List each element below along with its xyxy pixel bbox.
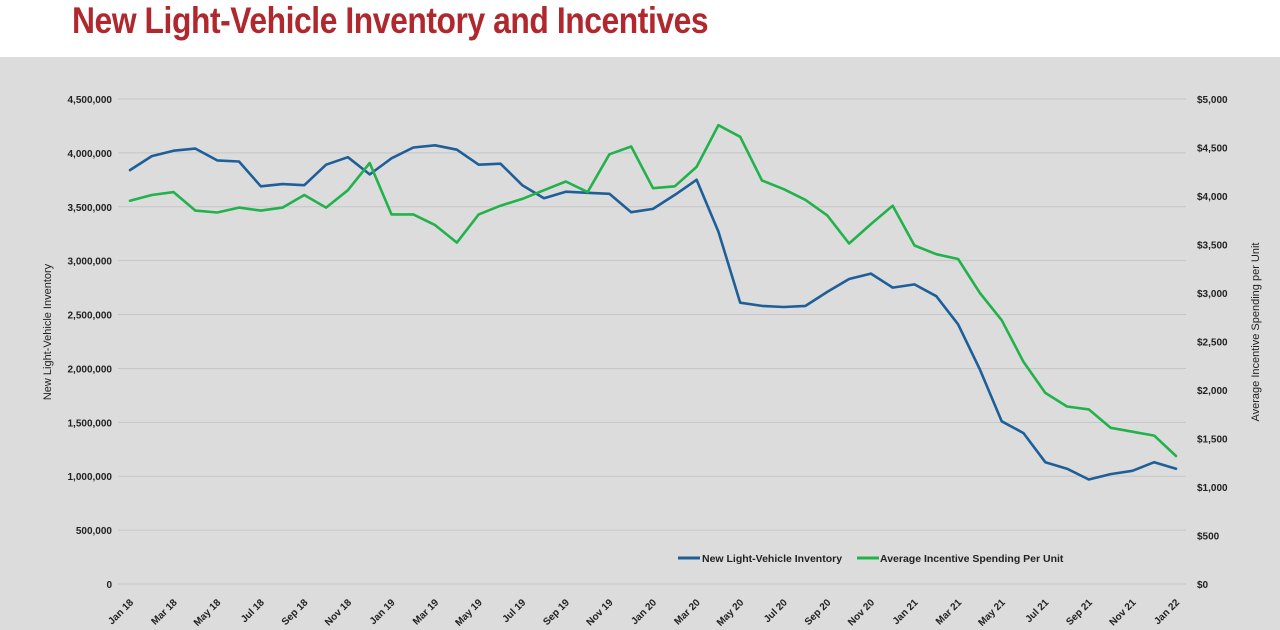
inventory-line [128,144,1178,481]
x-tick-label: Mar 19 [411,597,441,627]
x-tick-label: Jul 19 [501,597,529,625]
x-tick-label: Sep 18 [280,597,311,628]
right-tick-label: $500 [1197,532,1220,543]
x-tick-label: Nov 21 [1108,597,1139,628]
right-tick-label: $2,500 [1197,338,1228,349]
x-tick-label: Sep 19 [541,597,572,628]
x-tick-label: Mar 18 [150,597,180,627]
legend-label-incentive: Average Incentive Spending Per Unit [880,553,1064,565]
right-tick-label: $0 [1197,580,1209,591]
page-title: New Light-Vehicle Inventory and Incentiv… [72,0,709,41]
left-axis-title: New Light-Vehicle Inventory [42,263,54,400]
left-axis-ticks: 0 500,000 1,000,000 1,500,000 2,000,000 2,500… [68,95,113,591]
x-tick-label: Mar 20 [673,597,703,627]
gridlines [118,98,1186,585]
left-tick-label: 2,000,000 [68,364,113,375]
right-tick-label: $4,500 [1197,144,1228,155]
x-tick-label: May 18 [192,597,224,629]
left-tick-label: 2,500,000 [68,311,113,322]
right-tick-label: $1,000 [1197,483,1228,494]
x-tick-label: Nov 18 [323,597,354,628]
right-tick-label: $3,500 [1197,241,1228,252]
right-tick-label: $2,000 [1197,386,1228,397]
x-tick-label: May 19 [453,597,485,629]
left-tick-label: 500,000 [76,526,113,537]
right-tick-label: $4,000 [1197,192,1228,203]
right-tick-label: $1,500 [1197,435,1228,446]
left-tick-label: 3,500,000 [68,203,113,214]
x-axis-ticks: Jan 18 Mar 18 May 18 Jul 18 Sep 18 Nov 18 Jan … [106,597,1182,629]
series-lines [128,123,1178,481]
left-tick-label: 1,500,000 [68,418,113,429]
x-tick-label: Jul 20 [762,597,790,625]
incentive-line [128,123,1178,458]
x-tick-label: Jan 21 [891,597,921,627]
left-tick-label: 1,000,000 [68,472,113,483]
x-tick-label: Nov 20 [846,597,877,628]
x-tick-label: May 21 [976,597,1008,629]
left-tick-label: 4,000,000 [68,149,113,160]
right-axis-title: Average Incentive Spending per Unit [1250,243,1262,422]
left-tick-label: 3,000,000 [68,257,113,268]
x-tick-label: Jul 18 [239,597,267,625]
left-tick-label: 0 [106,580,112,591]
x-tick-label: Jan 18 [106,597,136,627]
x-tick-label: Jan 19 [368,597,398,627]
right-axis-ticks: $0 $500 $1,000 $1,500 $2,000 $2,500 $3,000 $3,5… [1197,95,1228,591]
x-tick-label: Jul 21 [1024,597,1052,625]
left-tick-label: 4,500,000 [68,95,113,106]
x-tick-label: Sep 21 [1064,597,1095,628]
right-tick-label: $3,000 [1197,289,1228,300]
x-tick-label: Jan 22 [1152,597,1182,627]
x-tick-label: May 20 [715,597,747,629]
legend-label-inventory: New Light-Vehicle Inventory [702,553,842,565]
right-tick-label: $5,000 [1197,95,1228,106]
x-tick-label: Mar 21 [934,597,964,627]
x-tick-label: Jan 20 [629,597,659,627]
legend: New Light-Vehicle Inventory Average Ince… [678,553,1064,565]
x-tick-label: Nov 19 [585,597,616,628]
x-tick-label: Sep 20 [803,597,834,628]
